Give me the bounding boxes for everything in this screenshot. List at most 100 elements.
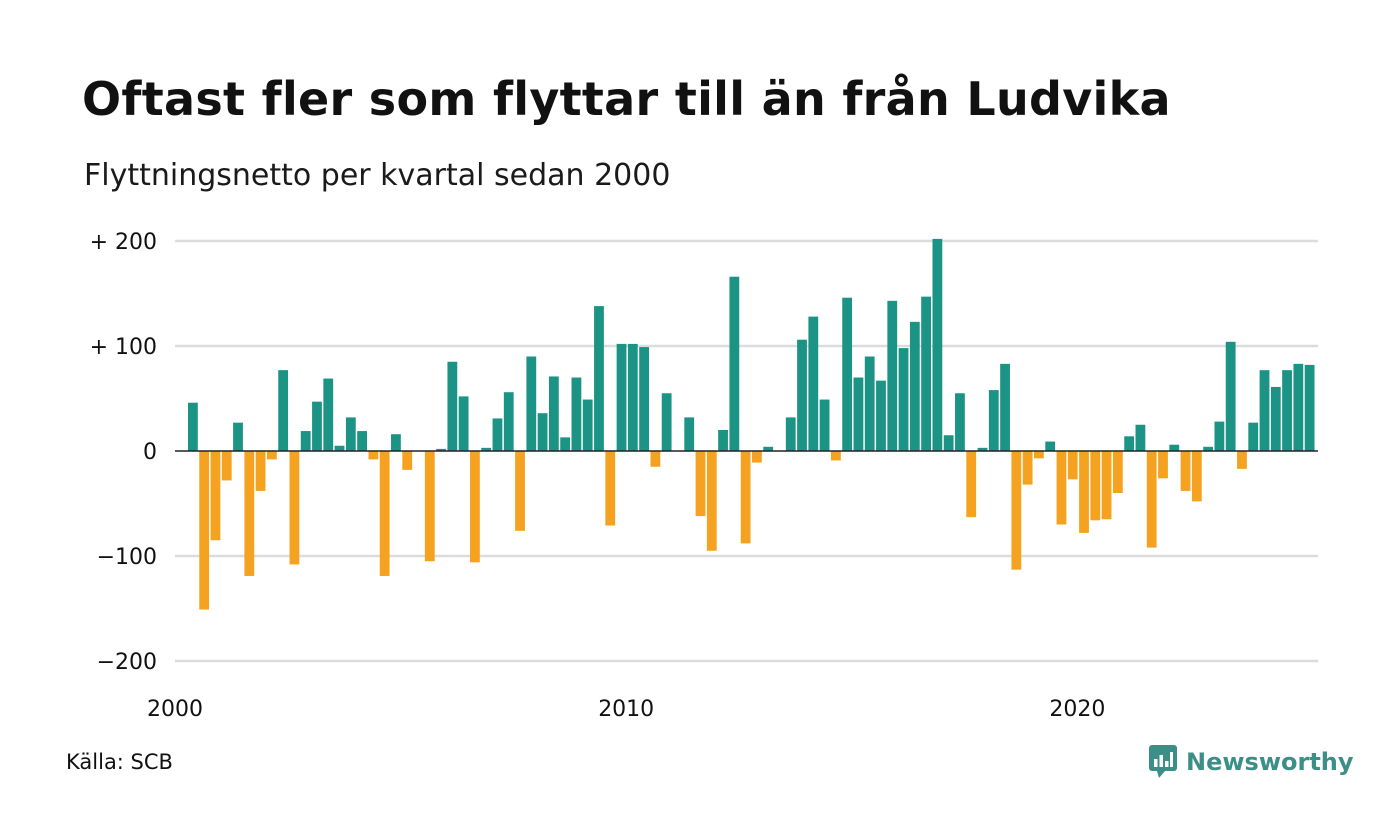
bar: [1079, 451, 1089, 533]
bar: [458, 396, 469, 451]
bar: [1225, 341, 1236, 451]
bar: [1135, 424, 1146, 451]
bar: [1259, 370, 1270, 451]
bar: [695, 451, 706, 517]
bar: [424, 451, 435, 562]
newsworthy-brand[interactable]: Newsworthy: [1148, 744, 1354, 780]
bar: [627, 343, 638, 451]
bar: [898, 348, 909, 451]
bar: [571, 377, 582, 451]
bar: [537, 413, 548, 451]
bar: [402, 451, 413, 470]
bars: [188, 238, 1315, 610]
bar: [210, 451, 221, 541]
bar: [1237, 451, 1247, 469]
bar: [334, 445, 345, 451]
bar: [819, 399, 830, 451]
bar: [842, 297, 853, 451]
bar: [977, 447, 988, 451]
bar: [718, 430, 728, 451]
bar: [379, 451, 390, 576]
bar: [255, 451, 266, 491]
bar: [1158, 451, 1168, 479]
y-tick-label: −200: [97, 650, 157, 675]
bar: [1214, 421, 1225, 451]
bar: [447, 361, 458, 451]
bar: [1056, 451, 1067, 525]
bar: [1282, 370, 1292, 451]
chart-subtitle: Flyttningsnetto per kvartal sedan 2000: [84, 158, 671, 193]
bar: [887, 300, 898, 451]
bar-chart: + 200 + 100 0 −100 −200 2000 2010 2020: [90, 230, 1318, 722]
bar: [909, 321, 920, 451]
bar: [492, 418, 503, 451]
bar: [1101, 451, 1112, 520]
bar: [1034, 451, 1044, 459]
bar: [808, 316, 819, 451]
bar: [763, 446, 774, 451]
y-tick-label: 0: [143, 440, 157, 465]
bar: [312, 401, 322, 451]
bar: [943, 435, 954, 451]
bar: [955, 393, 965, 451]
bar: [391, 434, 401, 451]
bar: [526, 356, 537, 451]
bar: [560, 437, 571, 451]
bar: [876, 380, 886, 451]
bar: [1270, 386, 1281, 451]
bar: [1000, 363, 1010, 451]
bar: [684, 417, 695, 451]
bar: [368, 451, 379, 460]
x-tick-label: 2000: [147, 697, 203, 722]
bar: [548, 376, 559, 451]
brand-name: Newsworthy: [1186, 748, 1354, 776]
bar: [605, 451, 616, 526]
x-tick-label: 2020: [1049, 697, 1105, 722]
bar: [1090, 451, 1101, 521]
bar: [988, 390, 999, 451]
bar: [797, 339, 807, 451]
bar: [1304, 364, 1315, 451]
gridlines: [175, 239, 1318, 663]
bar: [1011, 451, 1022, 570]
bar: [503, 392, 514, 451]
bar: [1180, 451, 1191, 491]
bar: [661, 393, 672, 451]
bar: [515, 451, 525, 531]
bar: [199, 451, 210, 610]
bar: [650, 451, 661, 467]
bar: [785, 417, 796, 451]
bar: [740, 451, 751, 544]
bar: [470, 451, 480, 563]
bar: [345, 417, 356, 451]
chart-title: Oftast fler som flyttar till än från Lud…: [82, 72, 1171, 126]
y-tick-label: −100: [97, 545, 157, 570]
bar: [1146, 451, 1157, 548]
bar: [1022, 451, 1033, 485]
bar: [1112, 451, 1123, 493]
bar: [221, 451, 232, 481]
bar: [639, 347, 649, 451]
bar: [1203, 446, 1213, 451]
newsworthy-logo-icon: [1149, 745, 1177, 778]
bar: [752, 451, 762, 463]
y-tick-label: + 100: [90, 335, 157, 360]
bar: [300, 431, 311, 451]
bar: [278, 370, 289, 451]
bar: [1067, 451, 1078, 480]
bar: [233, 422, 243, 451]
bar: [188, 402, 198, 451]
bar: [1293, 363, 1304, 451]
axes: + 200 + 100 0 −100 −200 2000 2010 2020: [90, 230, 1318, 722]
bar: [289, 451, 300, 565]
bar: [616, 343, 627, 451]
y-tick-label: + 200: [90, 230, 157, 255]
bar: [436, 448, 446, 451]
bar: [244, 451, 255, 576]
bar: [1248, 422, 1259, 451]
bar: [729, 276, 740, 451]
x-tick-label: 2010: [598, 697, 654, 722]
bar: [932, 238, 943, 451]
bar: [966, 451, 977, 518]
bar: [357, 431, 367, 451]
